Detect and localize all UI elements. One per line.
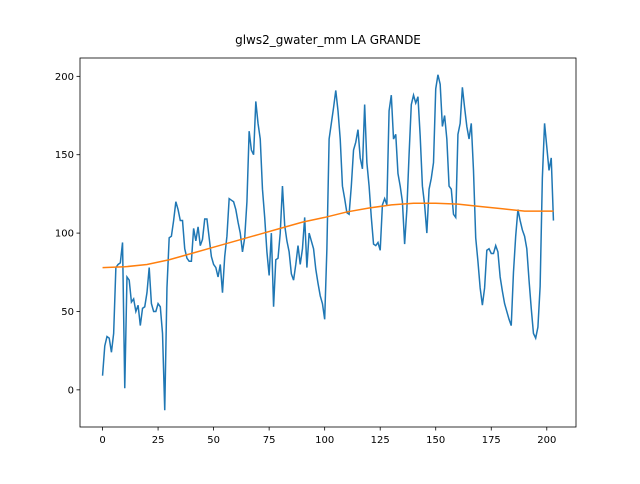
y-tick-label: 100 <box>55 229 74 240</box>
y-tick-label: 50 <box>61 307 74 318</box>
x-tick-label: 0 <box>99 435 105 446</box>
x-tick-label: 125 <box>371 435 390 446</box>
x-tick-label: 200 <box>537 435 556 446</box>
x-tick-label: 150 <box>426 435 445 446</box>
x-tick-label: 50 <box>207 435 220 446</box>
y-tick-label: 150 <box>55 150 74 161</box>
plot-frame <box>79 57 577 428</box>
data-line <box>101 74 555 411</box>
x-tick-label: 25 <box>152 435 165 446</box>
x-tick-label: 75 <box>263 435 276 446</box>
y-tick-label: 200 <box>55 72 74 83</box>
chart-title: glws2_gwater_mm LA GRANDE <box>235 33 421 47</box>
x-tick-label: 100 <box>315 435 334 446</box>
data-line <box>102 202 554 269</box>
x-tick-label: 175 <box>482 435 501 446</box>
y-tick-label: 0 <box>68 385 74 396</box>
